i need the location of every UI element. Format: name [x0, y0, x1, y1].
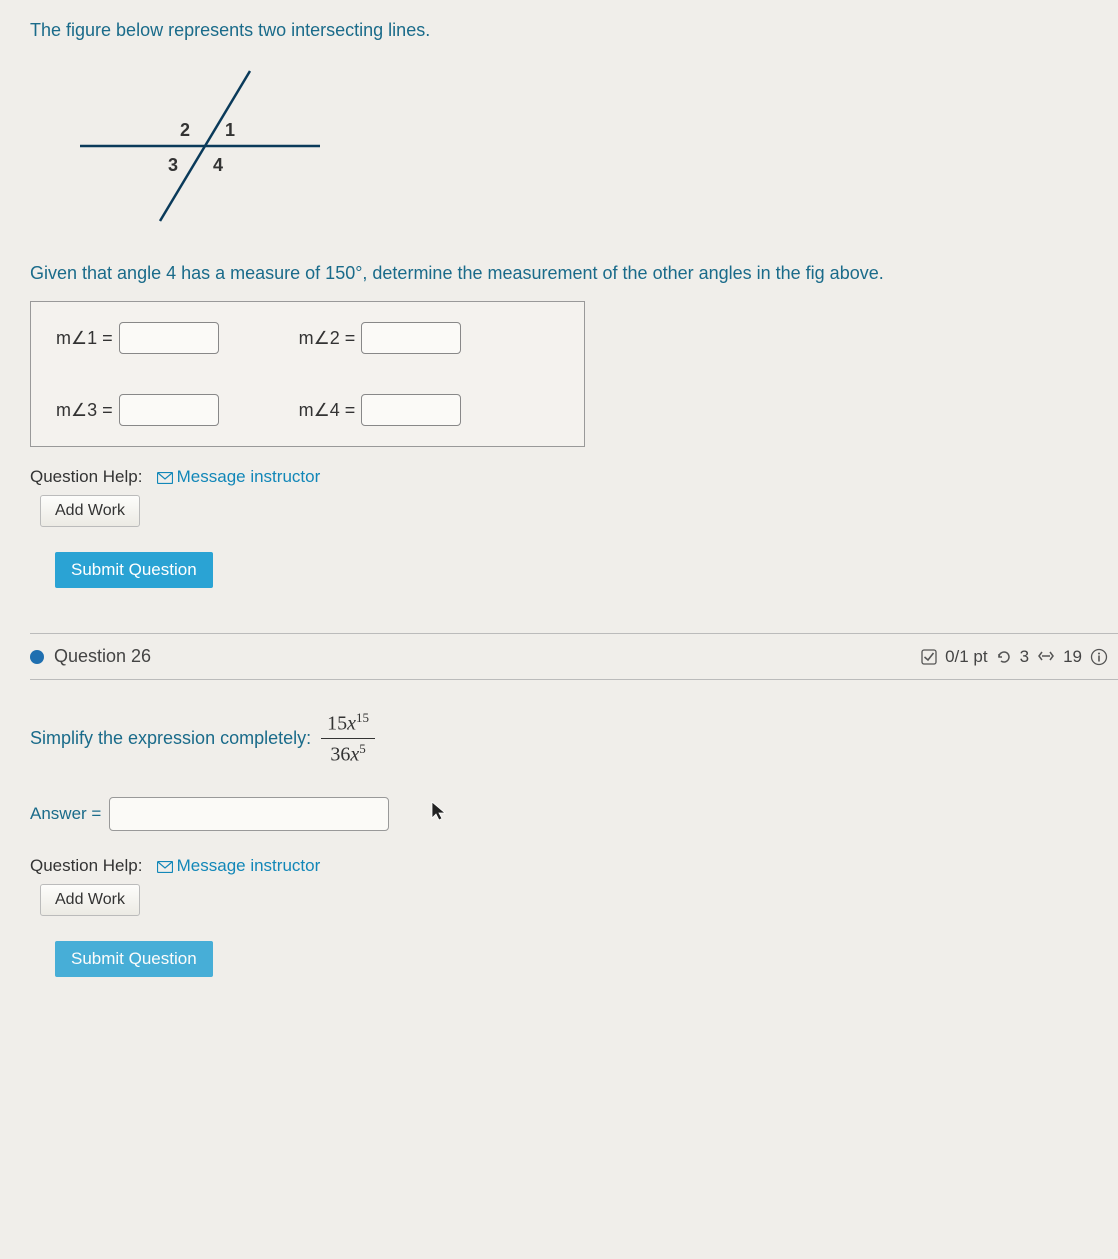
q26-answer-input[interactable] [109, 797, 389, 831]
angle-label-4: 4 [213, 155, 223, 175]
q25-help-row: Question Help: Message instructor [30, 467, 1118, 489]
angle3-input[interactable] [119, 394, 219, 426]
message-instructor-text: Message instructor [177, 467, 321, 486]
angle3-label: m∠3 = [56, 400, 113, 421]
angle1-label: m∠1 = [56, 328, 113, 349]
intersecting-lines-figure: 1 2 3 4 [60, 61, 1118, 236]
info-icon[interactable] [1090, 648, 1108, 666]
q26-message-instructor-link[interactable]: Message instructor [157, 856, 321, 875]
q25-answer-grid: m∠1 = m∠2 = m∠3 = m∠4 = [30, 301, 585, 447]
q26-submit-button[interactable]: Submit Question [55, 941, 213, 977]
answer-label: Answer = [30, 804, 101, 824]
q25-intro: The figure below represents two intersec… [30, 20, 1118, 41]
angle-label-1: 1 [225, 120, 235, 140]
q26-header: Question 26 0/1 pt 3 19 [30, 634, 1118, 680]
angle4-input[interactable] [361, 394, 461, 426]
angle2-label: m∠2 = [299, 328, 356, 349]
q26-help-row: Question Help: Message instructor [30, 856, 1118, 878]
q26-prompt: Simplify the expression completely: [30, 728, 311, 749]
add-work-button[interactable]: Add Work [40, 495, 140, 527]
angle-label-3: 3 [168, 155, 178, 175]
retry-count: 3 [1020, 647, 1029, 667]
expression-fraction: 15x15 36x5 [321, 710, 375, 766]
attempts-icon [1037, 649, 1055, 665]
retry-icon [996, 649, 1012, 665]
q25-given: Given that angle 4 has a measure of 150°… [30, 261, 1118, 286]
q25-help-label: Question Help: [30, 467, 142, 486]
q26-help-label: Question Help: [30, 856, 142, 875]
angle2-input[interactable] [361, 322, 461, 354]
attempts-count: 19 [1063, 647, 1082, 667]
submit-question-button[interactable]: Submit Question [55, 552, 213, 588]
q26-score-area: 0/1 pt 3 19 [921, 647, 1108, 667]
status-dot-icon [30, 650, 44, 664]
checkbox-icon [921, 649, 937, 665]
q26-title[interactable]: Question 26 [54, 646, 151, 667]
q26-message-instructor-text: Message instructor [177, 856, 321, 875]
q26-prompt-row: Simplify the expression completely: 15x1… [30, 710, 1118, 766]
mail-icon [157, 858, 173, 878]
mail-icon [157, 469, 173, 489]
score-text: 0/1 pt [945, 647, 988, 667]
cursor-icon [430, 800, 448, 822]
message-instructor-link[interactable]: Message instructor [157, 467, 321, 486]
angle1-input[interactable] [119, 322, 219, 354]
q26-add-work-button[interactable]: Add Work [40, 884, 140, 916]
angle4-label: m∠4 = [299, 400, 356, 421]
angle-label-2: 2 [180, 120, 190, 140]
